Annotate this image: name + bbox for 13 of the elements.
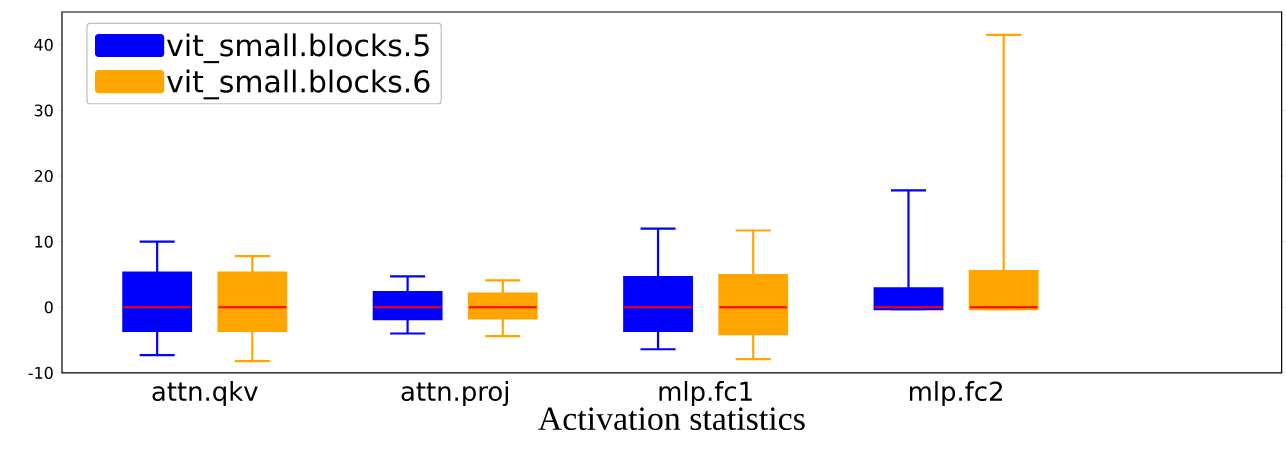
y-tick-label: 10 (35, 235, 53, 248)
x-tick-label: mlp.fc1 (659, 381, 752, 407)
legend-label: vit_small.blocks.6 (167, 69, 430, 100)
y-tick-label: 30 (34, 104, 53, 117)
y-tick-label: 20 (34, 170, 53, 183)
y-tick-label: -10 (28, 366, 53, 379)
legend-label: vit_small.blocks.5 (167, 33, 429, 64)
x-tick-label: attn.qkv (152, 381, 258, 407)
x-axis-title: Activation statistics (538, 407, 805, 431)
x-tick-label: attn.proj (401, 381, 508, 407)
y-tick-label: 40 (34, 38, 53, 51)
x-tick-label: mlp.fc2 (909, 381, 1002, 407)
y-tick-label: 0 (44, 301, 53, 314)
